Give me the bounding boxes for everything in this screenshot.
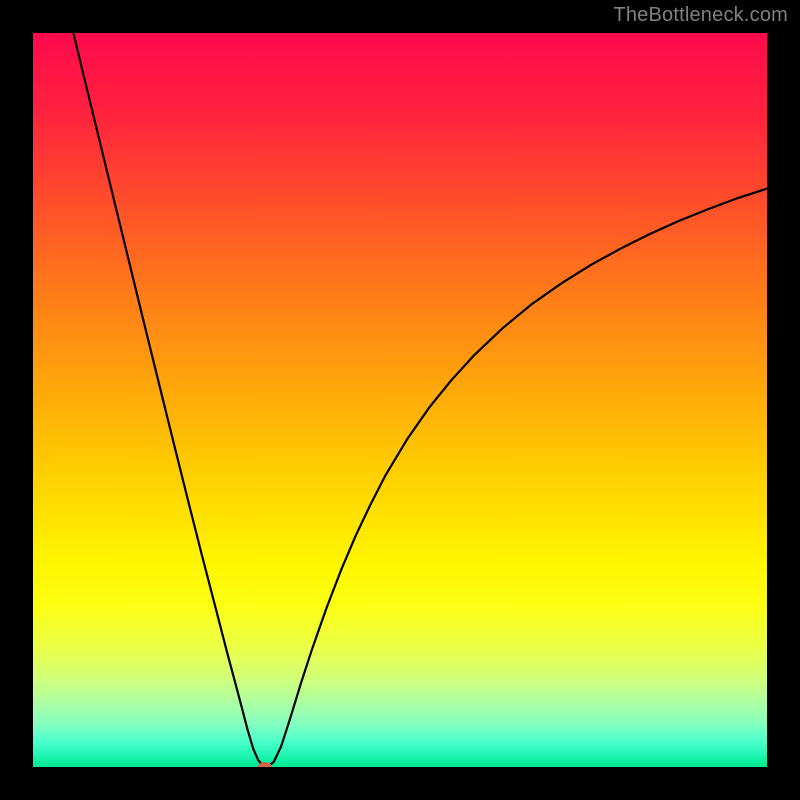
plot-gradient-background [33,33,767,767]
bottleneck-chart [0,0,800,800]
watermark-text: TheBottleneck.com [613,4,788,27]
chart-container: TheBottleneck.com [0,0,800,800]
